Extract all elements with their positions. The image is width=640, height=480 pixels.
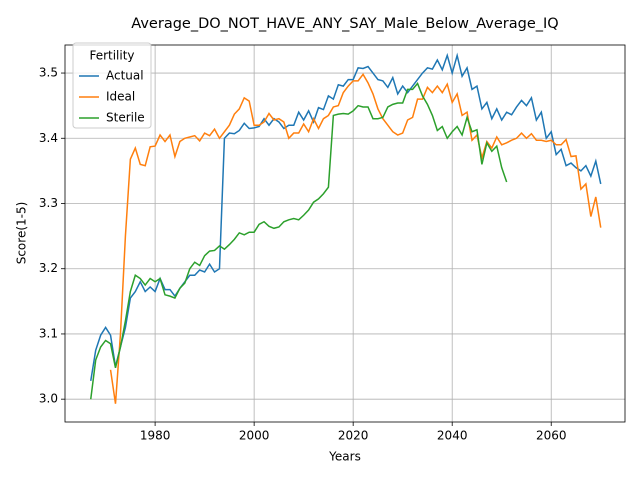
x-axis-label: Years xyxy=(328,450,361,464)
chart-title: Average_DO_NOT_HAVE_ANY_SAY_Male_Below_A… xyxy=(131,16,558,32)
legend-label: Ideal xyxy=(106,90,135,104)
x-tick-label: 2000 xyxy=(239,429,270,443)
data-line xyxy=(90,52,602,382)
y-tick-label: 3.5 xyxy=(39,66,58,80)
data-line xyxy=(90,82,508,400)
y-axis-label: Score(1-5) xyxy=(15,202,29,265)
x-tick-label: 1980 xyxy=(140,429,171,443)
legend-label: Actual xyxy=(106,69,144,83)
x-tick-label: 2020 xyxy=(338,429,369,443)
y-tick-label: 3.3 xyxy=(39,196,58,210)
legend-box xyxy=(72,42,152,129)
x-tick-label: 2040 xyxy=(437,429,468,443)
data-line xyxy=(109,73,602,404)
y-tick-label: 3.1 xyxy=(39,326,58,340)
x-tick-label: 2060 xyxy=(536,429,567,443)
y-tick-label: 3.4 xyxy=(39,131,58,145)
legend-label: Sterile xyxy=(106,111,145,125)
plot-frame xyxy=(64,44,626,423)
y-tick-label: 3.0 xyxy=(39,392,58,406)
legend-title: Fertility xyxy=(89,49,134,63)
y-tick-label: 3.2 xyxy=(39,261,58,275)
